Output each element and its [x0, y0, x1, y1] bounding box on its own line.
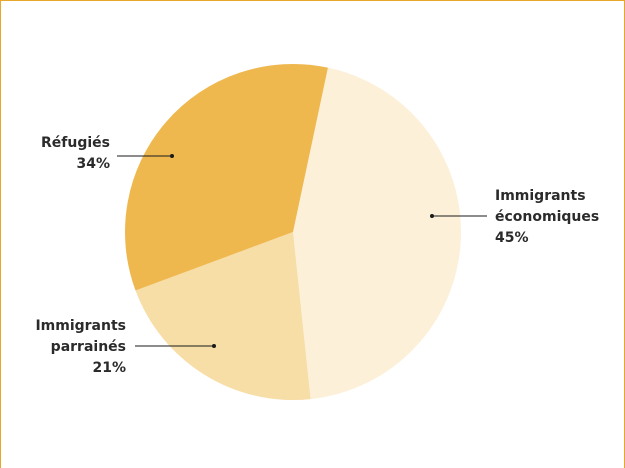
label-parraines-line2: parrainés [50, 339, 126, 355]
label-refugies: Réfugiés 34% [41, 133, 110, 175]
label-leader-lines [117, 154, 487, 348]
label-parraines-line1: Immigrants [35, 318, 126, 334]
leader-dot-economiques [430, 214, 434, 218]
pie-slice-refugies [125, 63, 328, 291]
pie-slice-parraines [135, 232, 311, 400]
label-parraines: Immigrants parrainés 21% [35, 316, 126, 379]
pie-slice-economiques [293, 67, 462, 400]
leader-dot-parraines [212, 344, 216, 348]
label-economiques-value: 45% [495, 230, 529, 246]
label-economiques: Immigrants économiques 45% [495, 186, 599, 249]
label-parraines-value: 21% [92, 360, 126, 376]
pie-slices [125, 63, 462, 400]
label-economiques-line1: Immigrants [495, 188, 586, 204]
leader-dot-refugies [170, 154, 174, 158]
label-refugies-line1: Réfugiés [41, 135, 110, 151]
label-economiques-line2: économiques [495, 209, 600, 225]
label-refugies-value: 34% [76, 156, 110, 172]
